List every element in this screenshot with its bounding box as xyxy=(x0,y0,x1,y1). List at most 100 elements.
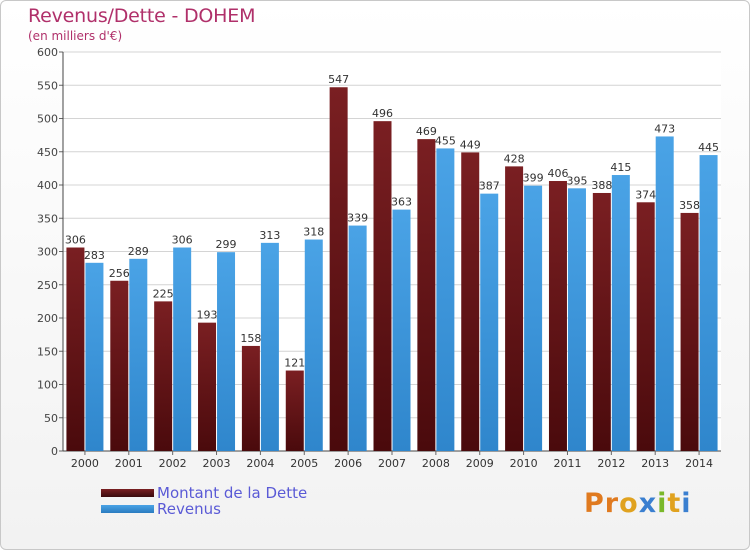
legend: Montant de la Dette Revenus xyxy=(101,485,307,517)
logo-letter: i xyxy=(657,488,668,519)
bar-dette xyxy=(198,322,217,451)
bar-revenus xyxy=(699,155,718,451)
data-label-revenus: 289 xyxy=(128,245,149,258)
bar-revenus xyxy=(217,252,236,451)
y-tick-label: 50 xyxy=(44,412,58,425)
data-label-revenus: 313 xyxy=(259,229,280,242)
data-label-dette: 496 xyxy=(372,107,393,120)
data-label-revenus: 318 xyxy=(303,226,324,239)
data-label-revenus: 415 xyxy=(610,161,631,174)
data-label-dette: 193 xyxy=(197,309,218,322)
data-label-revenus: 387 xyxy=(479,180,500,193)
x-tick-label: 2010 xyxy=(510,457,538,470)
logo-letter: r xyxy=(604,488,620,519)
data-label-dette: 306 xyxy=(65,234,86,247)
data-label-dette: 374 xyxy=(635,188,656,201)
data-label-dette: 406 xyxy=(547,167,568,180)
x-tick-label: 2008 xyxy=(422,457,450,470)
y-tick-label: 200 xyxy=(37,312,58,325)
data-label-revenus: 283 xyxy=(84,249,105,262)
bar-dette xyxy=(66,247,85,451)
y-tick-label: 0 xyxy=(51,445,58,458)
bar-dette xyxy=(680,212,699,451)
bar-dette xyxy=(417,139,436,452)
chart-subtitle: (en milliers d'€) xyxy=(28,29,123,43)
x-tick-label: 2007 xyxy=(378,457,406,470)
x-tick-label: 2003 xyxy=(203,457,231,470)
proxiti-logo: Proxiti xyxy=(584,488,692,519)
data-label-revenus: 473 xyxy=(654,122,675,135)
x-tick-label: 2005 xyxy=(290,457,318,470)
y-tick-label: 300 xyxy=(37,246,58,259)
chart-title: Revenus/Dette - DOHEM xyxy=(28,5,256,27)
data-label-revenus: 363 xyxy=(391,196,412,209)
bar-revenus xyxy=(436,148,455,452)
y-tick-label: 350 xyxy=(37,212,58,225)
logo-letter: i xyxy=(681,488,692,519)
y-tick-label: 500 xyxy=(37,113,58,126)
bar-dette xyxy=(110,280,129,451)
legend-item-dette: Montant de la Dette xyxy=(101,485,307,501)
bar-revenus xyxy=(173,247,192,451)
bar-revenus xyxy=(480,193,499,451)
bar-revenus xyxy=(524,185,543,452)
x-tick-label: 2004 xyxy=(246,457,274,470)
x-tick-label: 2013 xyxy=(641,457,669,470)
bar-revenus xyxy=(260,242,279,451)
data-label-dette: 469 xyxy=(416,125,437,138)
logo-letter: t xyxy=(667,488,682,519)
y-tick-label: 250 xyxy=(37,279,58,292)
data-label-revenus: 399 xyxy=(523,172,544,185)
bar-dette xyxy=(505,166,524,451)
bar-revenus xyxy=(392,209,411,451)
y-tick-label: 600 xyxy=(37,46,58,59)
logo-letter: x xyxy=(638,488,658,519)
bar-dette xyxy=(548,181,567,451)
x-tick-label: 2000 xyxy=(71,457,99,470)
logo-letter: o xyxy=(619,488,639,519)
x-tick-label: 2014 xyxy=(685,457,713,470)
bar-dette xyxy=(461,152,480,452)
bar-dette xyxy=(592,192,611,452)
data-label-dette: 547 xyxy=(328,73,349,86)
bar-dette xyxy=(241,345,260,451)
bar-revenus xyxy=(611,175,630,451)
data-label-revenus: 455 xyxy=(435,134,456,147)
logo-letter: P xyxy=(584,488,605,519)
data-label-revenus: 306 xyxy=(172,234,193,247)
data-label-revenus: 445 xyxy=(698,141,719,154)
bar-dette xyxy=(329,87,348,452)
legend-label-dette: Montant de la Dette xyxy=(157,483,308,502)
bar-revenus xyxy=(567,188,586,451)
bar-revenus xyxy=(348,225,367,451)
data-label-dette: 388 xyxy=(591,179,612,192)
y-tick-label: 550 xyxy=(37,79,58,92)
x-tick-label: 2002 xyxy=(159,457,187,470)
x-tick-label: 2009 xyxy=(466,457,494,470)
x-tick-label: 2011 xyxy=(553,457,581,470)
data-label-dette: 428 xyxy=(504,152,525,165)
y-tick-label: 100 xyxy=(37,379,58,392)
bar-dette xyxy=(285,370,304,451)
data-label-dette: 158 xyxy=(240,332,261,345)
x-tick-label: 2001 xyxy=(115,457,143,470)
bar-revenus xyxy=(304,239,323,451)
bar-dette xyxy=(636,202,655,451)
legend-swatch-dette xyxy=(101,489,154,497)
data-label-revenus: 299 xyxy=(216,238,237,251)
data-label-dette: 449 xyxy=(460,138,481,151)
data-label-dette: 225 xyxy=(153,287,174,300)
legend-swatch-revenus xyxy=(101,505,154,513)
x-tick-label: 2012 xyxy=(597,457,625,470)
bar-dette xyxy=(373,121,392,451)
bar-revenus xyxy=(85,262,104,451)
legend-item-revenus: Revenus xyxy=(101,501,307,517)
x-tick-label: 2006 xyxy=(334,457,362,470)
data-label-dette: 358 xyxy=(679,199,700,212)
bar-revenus xyxy=(129,258,148,451)
data-label-dette: 121 xyxy=(284,357,305,370)
data-label-revenus: 339 xyxy=(347,212,368,225)
legend-label-revenus: Revenus xyxy=(157,499,221,518)
